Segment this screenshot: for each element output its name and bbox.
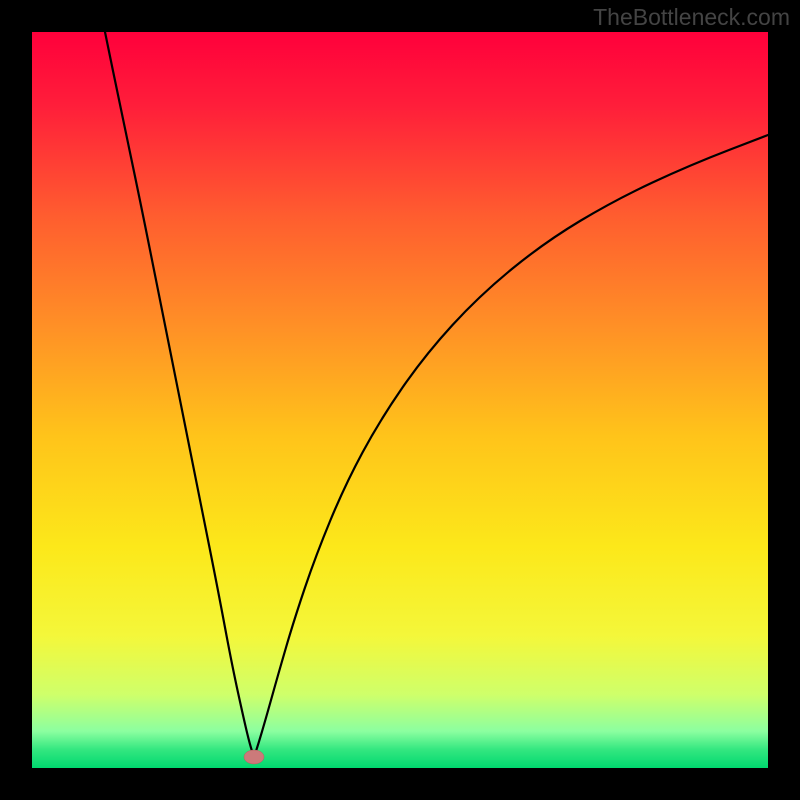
chart-container: TheBottleneck.com [0, 0, 800, 800]
plot-background [32, 32, 768, 768]
vertex-marker [244, 750, 264, 764]
bottleneck-chart [0, 0, 800, 800]
